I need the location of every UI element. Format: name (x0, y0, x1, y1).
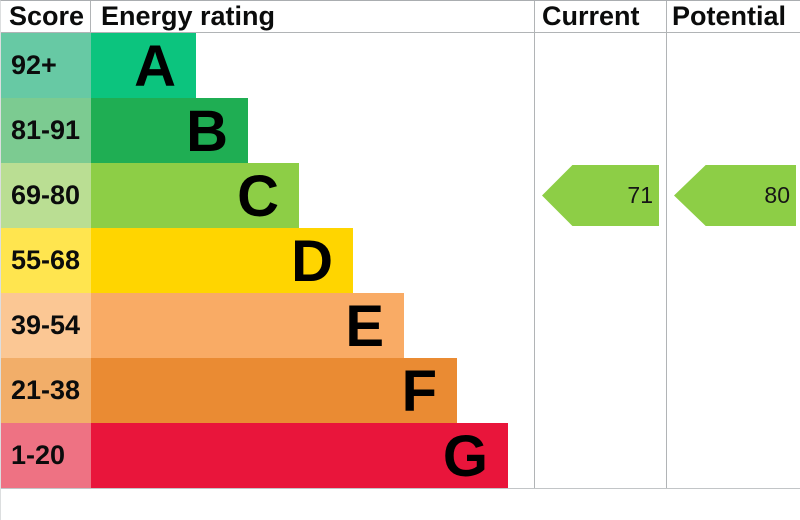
current-cell (534, 293, 666, 358)
header-potential-label: Potential (666, 1, 800, 32)
epc-table: Score Energy rating Current Potential 92… (1, 1, 800, 489)
header-energy-rating-label: Energy rating (101, 1, 276, 31)
score-range-cell: 69-80 (1, 163, 91, 228)
band-rows: 92+ A 81-91 B 69-80 C 71 80 55-68 (1, 33, 800, 488)
band-row: 1-20 G (1, 423, 800, 488)
score-range-cell: 55-68 (1, 228, 91, 293)
rating-bar: A (91, 33, 196, 98)
rating-bar: B (91, 98, 248, 163)
potential-cell (666, 423, 800, 488)
potential-rating-arrow: 80 (674, 165, 796, 226)
potential-cell (666, 228, 800, 293)
band-letter: F (401, 358, 437, 424)
current-cell (534, 98, 666, 163)
current-cell (534, 423, 666, 488)
current-rating-value: 71 (627, 182, 653, 208)
band-letter: C (237, 163, 279, 229)
rating-bar-cell: E (91, 293, 534, 358)
band-letter: E (345, 293, 384, 359)
current-cell: 71 (534, 163, 666, 228)
band-letter: A (134, 33, 176, 99)
current-cell (534, 33, 666, 98)
band-row: 39-54 E (1, 293, 800, 358)
band-row: 69-80 C 71 80 (1, 163, 800, 228)
rating-bar-cell: F (91, 358, 534, 423)
rating-bar-cell: A (91, 33, 534, 98)
band-row: 92+ A (1, 33, 800, 98)
rating-bar-cell: C (91, 163, 534, 228)
potential-rating-value: 80 (764, 182, 790, 208)
score-range-cell: 81-91 (1, 98, 91, 163)
rating-bar-cell: B (91, 98, 534, 163)
score-range-cell: 1-20 (1, 423, 91, 488)
current-rating-arrow: 71 (542, 165, 659, 226)
score-range-cell: 92+ (1, 33, 91, 98)
rating-bar: G (91, 423, 508, 488)
current-cell (534, 228, 666, 293)
band-row: 81-91 B (1, 98, 800, 163)
score-range-cell: 21-38 (1, 358, 91, 423)
score-range-cell: 39-54 (1, 293, 91, 358)
header-current-label: Current (534, 1, 666, 32)
rating-bar: C (91, 163, 299, 228)
rating-bar-cell: D (91, 228, 534, 293)
rating-bar: F (91, 358, 457, 423)
potential-cell (666, 358, 800, 423)
potential-cell (666, 98, 800, 163)
band-letter: G (442, 423, 488, 489)
potential-cell (666, 33, 800, 98)
potential-cell (666, 293, 800, 358)
potential-cell: 80 (666, 163, 800, 228)
rating-bar: E (91, 293, 404, 358)
header-score-label: Score (1, 1, 91, 32)
band-row: 55-68 D (1, 228, 800, 293)
band-row: 21-38 F (1, 358, 800, 423)
band-letter: B (186, 98, 228, 164)
current-cell (534, 358, 666, 423)
header-row: Score Energy rating Current Potential (1, 1, 800, 33)
rating-bar-cell: G (91, 423, 534, 488)
band-letter: D (291, 228, 333, 294)
rating-bar: D (91, 228, 353, 293)
